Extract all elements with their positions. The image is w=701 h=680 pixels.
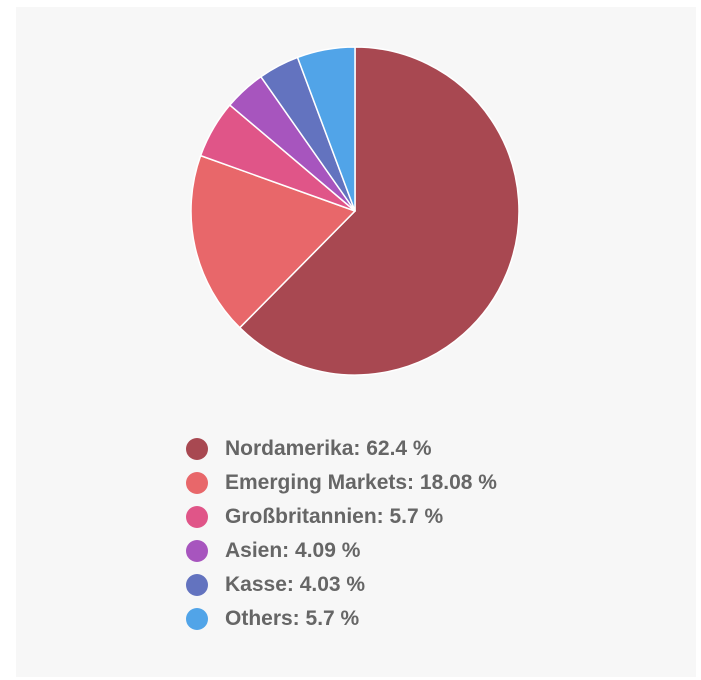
chart-panel: Nordamerika: 62.4 % Emerging Markets: 18… xyxy=(16,7,696,677)
chart-legend: Nordamerika: 62.4 % Emerging Markets: 18… xyxy=(186,432,497,636)
legend-label: Großbritannien: 5.7 % xyxy=(225,505,444,528)
legend-item-nordamerika[interactable]: Nordamerika: 62.4 % xyxy=(186,432,497,466)
pie-chart xyxy=(190,46,520,376)
legend-swatch xyxy=(186,472,208,494)
legend-label: Nordamerika: 62.4 % xyxy=(225,437,432,460)
legend-label: Emerging Markets: 18.08 % xyxy=(225,471,497,494)
legend-label: Asien: 4.09 % xyxy=(225,539,361,562)
pie-slice-emerging-markets[interactable] xyxy=(190,154,356,329)
legend-swatch xyxy=(186,540,208,562)
legend-swatch xyxy=(186,438,208,460)
legend-swatch xyxy=(186,574,208,596)
legend-item-grossbritannien[interactable]: Großbritannien: 5.7 % xyxy=(186,500,497,534)
legend-label: Others: 5.7 % xyxy=(225,607,360,630)
legend-swatch xyxy=(186,506,208,528)
pie-slice-nordamerika[interactable] xyxy=(239,46,520,376)
legend-item-others[interactable]: Others: 5.7 % xyxy=(186,602,497,636)
legend-swatch xyxy=(186,608,208,630)
pie-slice-others[interactable] xyxy=(296,46,356,212)
legend-item-asien[interactable]: Asien: 4.09 % xyxy=(186,534,497,568)
legend-item-emerging-markets[interactable]: Emerging Markets: 18.08 % xyxy=(186,466,497,500)
legend-item-kasse[interactable]: Kasse: 4.03 % xyxy=(186,568,497,602)
legend-label: Kasse: 4.03 % xyxy=(225,573,366,596)
